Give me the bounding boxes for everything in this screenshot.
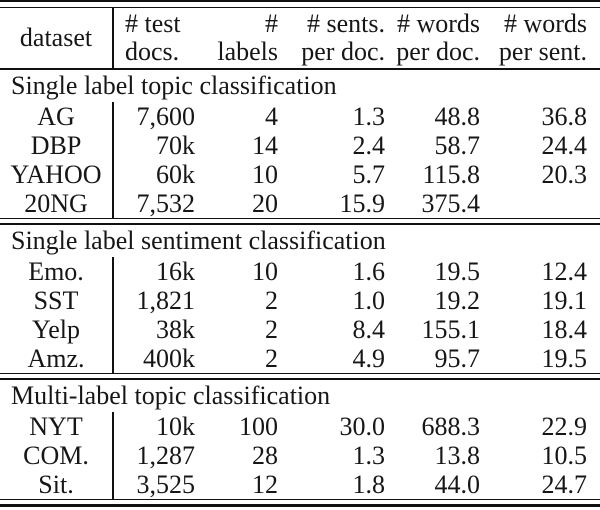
words-per-sent-cell: 22.9: [541, 411, 588, 441]
section-title: Single label topic classification: [11, 71, 337, 100]
sents-per-doc-cell: 30.0: [339, 411, 386, 441]
words-per-doc-cell: 19.5: [434, 256, 481, 286]
test-docs-cell: 1,287: [112, 441, 203, 470]
section-title: Multi-label topic classification: [11, 381, 331, 410]
words-per-doc-cell: 95.7: [434, 343, 481, 373]
dataset-name-cell: Yelp: [32, 314, 80, 344]
sents-per-doc-cell: 1.0: [352, 285, 386, 315]
section-single-label-topic: Single label topic classification AG 7,6…: [0, 70, 600, 218]
table-row: NYT 10k 100 30.0 688.3 22.9: [0, 412, 600, 441]
dataset-name-cell: DBP: [30, 130, 82, 160]
words-per-doc-cell: 48.8: [434, 101, 481, 131]
sents-per-doc-cell: 15.9: [339, 188, 386, 218]
words-per-doc-cell: 19.2: [434, 285, 481, 315]
words-per-doc-cell: 155.1: [421, 314, 481, 344]
words-per-sent-cell: 19.1: [541, 285, 588, 315]
labels-cell: 2: [265, 314, 278, 344]
sents-per-doc-cell: 2.4: [352, 130, 386, 160]
dataset-name-cell: NYT: [29, 411, 83, 441]
dataset-name-cell: YAHOO: [10, 159, 102, 189]
sents-per-doc-cell: 1.3: [352, 101, 386, 131]
dataset-name-cell: Sit.: [38, 469, 74, 499]
table-row: AG 7,600 4 1.3 48.8 36.8: [0, 102, 600, 131]
header-test-docs: # test docs.: [112, 8, 203, 68]
words-per-sent-cell: 24.4: [541, 130, 588, 160]
labels-cell: 100: [239, 411, 278, 441]
top-double-rule: [0, 0, 600, 8]
dataset-name-cell: Emo.: [28, 256, 84, 286]
labels-cell: 28: [252, 440, 278, 470]
labels-cell: 4: [265, 101, 278, 131]
section-separator-rule: [0, 218, 600, 225]
table-row: Yelp 38k 2 8.4 155.1 18.4: [0, 315, 600, 344]
words-per-sent-cell: 24.7: [541, 469, 588, 499]
test-docs-cell: 3,525: [112, 470, 203, 499]
labels-cell: 10: [252, 159, 278, 189]
words-per-sent-cell: 36.8: [541, 101, 588, 131]
words-per-doc-cell: 13.8: [434, 440, 481, 470]
header-words-per-sent: # words per sent.: [498, 9, 587, 66]
test-docs-cell: 60k: [112, 160, 203, 189]
dataset-name-cell: COM.: [23, 440, 89, 470]
words-per-sent-cell: 12.4: [541, 256, 588, 286]
table-row: Amz. 400k 2 4.9 95.7 19.5: [0, 344, 600, 373]
words-per-doc-cell: 115.8: [422, 159, 480, 189]
labels-cell: 12: [252, 469, 278, 499]
header-labels: # labels: [217, 9, 278, 66]
header-dataset: dataset: [19, 23, 93, 53]
test-docs-cell: 400k: [112, 344, 203, 373]
words-per-doc-cell: 58.7: [434, 130, 481, 160]
test-docs-cell: 1,821: [112, 286, 203, 315]
labels-cell: 2: [265, 343, 278, 373]
header-words-per-doc: # words per doc.: [396, 9, 480, 66]
labels-cell: 14: [252, 130, 278, 160]
section-single-label-sentiment: Single label sentiment classification Em…: [0, 225, 600, 373]
sents-per-doc-cell: 4.9: [352, 343, 386, 373]
dataset-name-cell: 20NG: [24, 188, 88, 218]
test-docs-cell: 7,532: [112, 189, 203, 218]
table-row: SST 1,821 2 1.0 19.2 19.1: [0, 286, 600, 315]
table-row: YAHOO 60k 10 5.7 115.8 20.3: [0, 160, 600, 189]
words-per-doc-cell: 44.0: [434, 469, 481, 499]
dataset-name-cell: AG: [37, 101, 75, 131]
words-per-sent-cell: 10.5: [541, 440, 588, 470]
words-per-doc-cell: 688.3: [421, 411, 481, 441]
section-title: Single label sentiment classification: [11, 226, 386, 255]
dataset-name-cell: Amz.: [27, 343, 85, 373]
words-per-doc-cell: 375.4: [421, 188, 481, 218]
section-separator-rule: [0, 373, 600, 380]
table-row: Emo. 16k 10 1.6 19.5 12.4: [0, 257, 600, 286]
labels-cell: 2: [265, 285, 278, 315]
table-header-row: dataset # test docs. # labels # sents. p…: [0, 8, 600, 70]
sents-per-doc-cell: 1.8: [352, 469, 386, 499]
table-row: COM. 1,287 28 1.3 13.8 10.5: [0, 441, 600, 470]
header-sents-per-doc: # sents. per doc.: [301, 9, 385, 66]
sents-per-doc-cell: 1.6: [352, 256, 386, 286]
test-docs-cell: 7,600: [112, 102, 203, 131]
words-per-sent-cell: 18.4: [541, 314, 588, 344]
words-per-sent-cell: 19.5: [541, 343, 588, 373]
table-row: 20NG 7,532 20 15.9 375.4: [0, 189, 600, 218]
table-row: DBP 70k 14 2.4 58.7 24.4: [0, 131, 600, 160]
labels-cell: 20: [252, 188, 278, 218]
sents-per-doc-cell: 1.3: [352, 440, 386, 470]
words-per-sent-cell: [486, 189, 600, 218]
test-docs-cell: 70k: [112, 131, 203, 160]
test-docs-cell: 16k: [112, 257, 203, 286]
section-multi-label-topic: Multi-label topic classification NYT 10k…: [0, 380, 600, 499]
labels-cell: 10: [252, 256, 278, 286]
test-docs-cell: 10k: [112, 412, 203, 441]
table-row: Sit. 3,525 12 1.8 44.0 24.7: [0, 470, 600, 499]
test-docs-cell: 38k: [112, 315, 203, 344]
bottom-double-rule: [0, 499, 600, 507]
sents-per-doc-cell: 8.4: [352, 314, 386, 344]
words-per-sent-cell: 20.3: [541, 159, 588, 189]
dataset-name-cell: SST: [33, 285, 79, 315]
sents-per-doc-cell: 5.7: [352, 159, 386, 189]
